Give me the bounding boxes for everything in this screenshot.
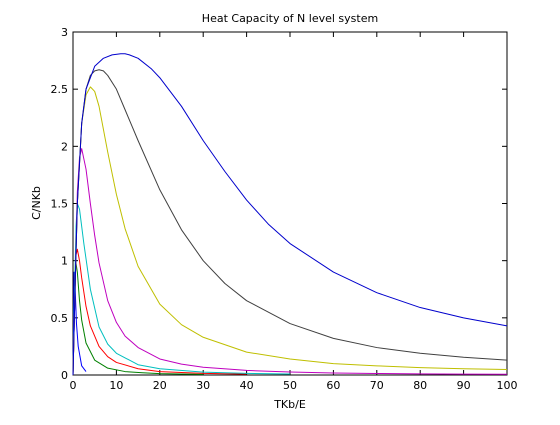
y-axis-label: C/NKb [30, 186, 43, 220]
y-ticks: 0 0.5 1 1.5 2 2.5 3 [51, 26, 507, 382]
x-tick-label: 30 [196, 379, 210, 392]
series-line-8 [72, 53, 508, 376]
y-tick-label: 3 [61, 26, 68, 39]
series-line-1 [72, 271, 87, 376]
x-tick-label: 80 [413, 379, 427, 392]
x-tick-label: 10 [109, 379, 123, 392]
series-line-5 [72, 148, 508, 376]
y-tick-label: 2 [61, 140, 68, 153]
chart-title: Heat Capacity of N level system [202, 12, 378, 25]
x-tick-label: 0 [70, 379, 77, 392]
y-tick-label: 0.5 [51, 312, 69, 325]
y-tick-label: 1.5 [51, 198, 69, 211]
x-tick-label: 100 [497, 379, 518, 392]
x-tick-label: 90 [457, 379, 471, 392]
x-tick-label: 20 [153, 379, 167, 392]
x-tick-label: 50 [283, 379, 297, 392]
x-tick-label: 70 [370, 379, 384, 392]
x-tick-label: 60 [326, 379, 340, 392]
x-tick-label: 40 [240, 379, 254, 392]
y-tick-label: 1 [61, 255, 68, 268]
y-tick-label: 0 [61, 369, 68, 382]
x-ticks: 0 10 20 30 40 50 60 70 80 90 100 [70, 32, 518, 392]
plot-area [72, 31, 508, 376]
series-lines [72, 53, 508, 376]
y-tick-label: 2.5 [51, 83, 69, 96]
x-axis-label: TKb/E [273, 398, 306, 411]
